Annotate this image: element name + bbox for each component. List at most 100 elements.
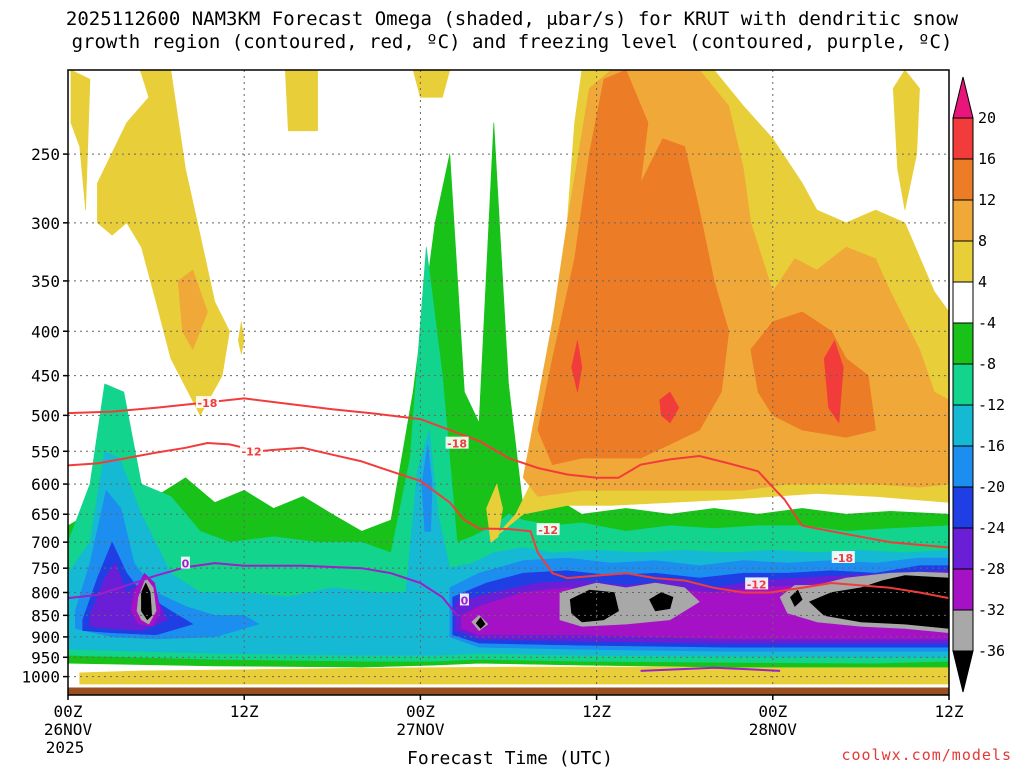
colorbar-swatch-7 <box>952 363 974 406</box>
omega-shading-layer <box>68 70 949 695</box>
colorbar-swatch-13 <box>952 609 974 652</box>
y-tick-label-1000: 1000 <box>21 668 60 687</box>
colorbar-label-12: -32 <box>978 601 1005 619</box>
colorbar-swatch-3 <box>952 199 974 242</box>
contour-line-3 <box>68 442 949 600</box>
contour-label-bg-0 <box>195 396 219 409</box>
colorbar-label-9: -20 <box>978 478 1005 496</box>
y-tick-label-300: 300 <box>31 214 60 233</box>
y-tick-label-800: 800 <box>31 584 60 603</box>
x-tick-label-0: 00Z <box>54 702 83 721</box>
colorbar-swatch-12 <box>952 568 974 611</box>
y-tick-label-400: 400 <box>31 322 60 341</box>
x-tick-date-4: 28NOV <box>749 720 798 739</box>
y-tick-label-500: 500 <box>31 406 60 425</box>
omega-region-0 <box>79 666 949 685</box>
colorbar-label-0: 20 <box>978 109 996 127</box>
contour-line-8 <box>640 666 781 672</box>
colorbar-label-8: -16 <box>978 437 1005 455</box>
y-tick-label-900: 900 <box>31 628 60 647</box>
colorbar-label-3: 8 <box>978 232 987 250</box>
colorbar-swatch-2 <box>952 158 974 201</box>
colorbar-swatch-11 <box>952 527 974 570</box>
x-tick-date-0: 26NOV <box>44 720 93 739</box>
omega-region-27 <box>238 321 245 355</box>
contour-label-bg-6 <box>180 556 190 569</box>
contour-label-bg-4 <box>536 523 560 536</box>
y-tick-label-950: 950 <box>31 648 60 667</box>
x-tick-date-2: 27NOV <box>396 720 445 739</box>
omega-region-19 <box>569 589 619 623</box>
contour-label-bg-7 <box>459 593 469 606</box>
omega-region-35 <box>571 340 583 393</box>
omega-region-33 <box>537 70 730 466</box>
colorbar-label-7: -12 <box>978 396 1005 414</box>
colorbar-swatch-5 <box>952 281 974 324</box>
contour-label-7: 0 <box>461 594 469 607</box>
contour-label-bg-2 <box>831 550 855 563</box>
omega-region-20 <box>649 592 674 612</box>
colorbar-swatch-1 <box>952 117 974 160</box>
colorbar-label-6: -8 <box>978 355 996 373</box>
contour-label-2: -18 <box>833 552 853 565</box>
plot-frame <box>67 69 950 696</box>
x-tick-label-2: 00Z <box>406 702 435 721</box>
y-tick-label-250: 250 <box>31 145 60 164</box>
colorbar-label-10: -24 <box>978 519 1005 537</box>
colorbar-label-11: -28 <box>978 560 1005 578</box>
contour-label-bg-5 <box>745 577 769 590</box>
chart-title-line-2: growth region (contoured, red, ºC) and f… <box>71 31 953 53</box>
colorbar-swatch-8 <box>952 404 974 447</box>
grid-layer <box>68 70 949 695</box>
colorbar-label-5: -4 <box>978 314 996 332</box>
colorbar-swatch-6 <box>952 322 974 365</box>
y-tick-label-650: 650 <box>31 505 60 524</box>
x-axis-title: Forecast Time (UTC) <box>407 748 613 768</box>
omega-region-18 <box>475 617 486 629</box>
omega-region-34 <box>750 311 876 438</box>
x-tick-label-3: 12Z <box>582 702 611 721</box>
colorbar-swatch-14 <box>952 650 974 693</box>
omega-region-17 <box>141 582 152 621</box>
contour-line-6 <box>68 562 458 617</box>
omega-region-31 <box>177 269 208 350</box>
y-tick-label-850: 850 <box>31 606 60 625</box>
colorbar-label-4: 4 <box>978 273 987 291</box>
colorbar-label-13: -36 <box>978 642 1005 660</box>
omega-region-5 <box>421 444 433 532</box>
omega-region-38 <box>68 687 949 695</box>
omega-region-25 <box>284 70 318 132</box>
contour-layer: -18 -18 -18 -12 -12 -12 0 0 <box>68 396 949 672</box>
colorbar-swatch-0 <box>952 76 974 119</box>
y-tick-label-700: 700 <box>31 533 60 552</box>
y-tick-label-550: 550 <box>31 442 60 461</box>
colorbar-swatch-4 <box>952 240 974 283</box>
colorbar: 20 16 12 8 4 -4 -8 -12 -16 -20 -24 -28 -32 -36 <box>952 76 1005 693</box>
contour-label-0: -18 <box>198 397 218 410</box>
y-tick-label-350: 350 <box>31 272 60 291</box>
omega-region-37 <box>823 340 844 424</box>
x-tick-label-4: 00Z <box>758 702 787 721</box>
colorbar-swatch-9 <box>952 445 974 488</box>
omega-region-29 <box>486 483 503 543</box>
colorbar-label-2: 12 <box>978 191 996 209</box>
y-tick-label-450: 450 <box>31 367 60 386</box>
contour-label-bg-1 <box>445 436 469 449</box>
omega-region-30 <box>892 70 920 211</box>
contour-line-0 <box>68 397 949 549</box>
omega-region-26 <box>412 70 451 98</box>
y-tick-label-750: 750 <box>31 559 60 578</box>
colorbar-label-1: 16 <box>978 150 996 168</box>
contour-label-5: -12 <box>747 578 767 591</box>
contour-label-6: 0 <box>182 558 190 571</box>
contour-label-bg-3 <box>240 444 264 457</box>
site-credit[interactable]: coolwx.com/models <box>841 746 1012 764</box>
chart-title-line-1: 2025112600 NAM3KM Forecast Omega (shaded… <box>65 8 959 30</box>
y-axis: 250 300 350 400 450 500 550 600 650 700 750 800 850 9… <box>21 145 68 687</box>
contour-label-4: -12 <box>538 524 558 537</box>
contour-label-1: -18 <box>447 438 467 451</box>
colorbar-swatch-10 <box>952 486 974 529</box>
x-tick-year-0: 2025 <box>46 738 85 757</box>
